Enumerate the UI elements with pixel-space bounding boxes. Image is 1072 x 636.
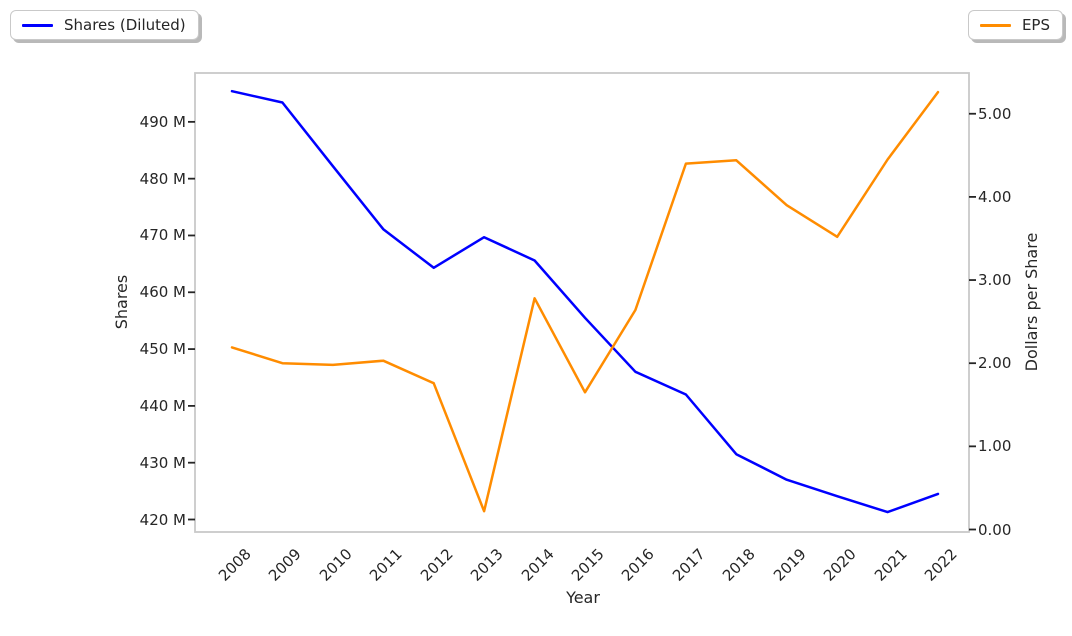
right-axis-tick-label: 1.00 <box>978 437 1012 456</box>
legend-eps: EPS <box>967 10 1063 40</box>
x-axis-title: Year <box>566 588 600 607</box>
left-axis-tick-label: 470 M <box>139 226 186 245</box>
left-axis-tick-label: 450 M <box>139 340 186 359</box>
eps-line <box>230 90 940 513</box>
left-axis-tick-label: 420 M <box>139 510 186 529</box>
left-axis-tick-label: 490 M <box>139 112 186 131</box>
shares-line <box>230 89 940 514</box>
right-axis-tick-label: 5.00 <box>978 104 1012 123</box>
right-axis-tick-label: 3.00 <box>978 271 1012 290</box>
legend-eps-label: EPS <box>1021 16 1050 34</box>
right-axis-tick-label: 4.00 <box>978 187 1012 206</box>
right-axis-title: Dollars per Share <box>1022 232 1041 372</box>
legend-shares-diluted: Shares (Diluted) <box>10 10 199 40</box>
plot-frame <box>194 72 970 533</box>
left-axis-tick-label: 460 M <box>139 283 186 302</box>
shares-line-swatch <box>22 23 53 27</box>
eps-line-swatch <box>979 23 1011 27</box>
legend-shares-label: Shares (Diluted) <box>64 16 186 34</box>
left-axis-tick-label: 440 M <box>139 396 186 415</box>
left-axis-title: Shares <box>112 274 131 330</box>
plot-area <box>188 72 976 533</box>
left-axis-tick-label: 480 M <box>139 169 186 188</box>
right-axis-tick-label: 0.00 <box>978 520 1012 539</box>
right-axis-tick-label: 2.00 <box>978 354 1012 373</box>
left-axis-tick-label: 430 M <box>139 453 186 472</box>
